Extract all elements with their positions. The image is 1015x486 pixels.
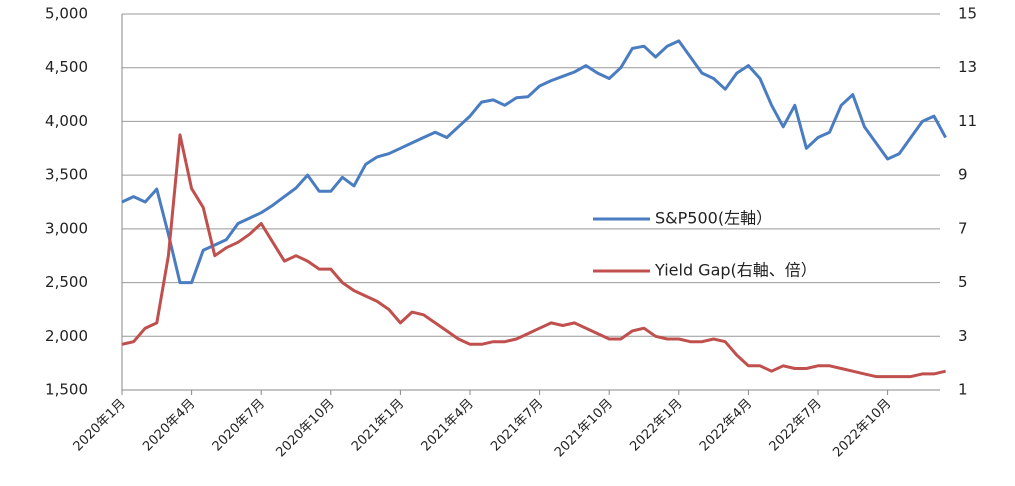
legend-label: Yield Gap(右軸、倍） <box>654 261 817 280</box>
y2-tick-label: 11 <box>958 112 977 130</box>
y-tick-label: 2,500 <box>45 273 88 291</box>
x-tick-label: 2022年7月 <box>767 396 825 454</box>
y-tick-label: 4,500 <box>45 58 88 76</box>
x-tick-label: 2022年4月 <box>697 396 755 454</box>
x-tick-label: 2020年1月 <box>71 396 129 454</box>
y2-tick-label: 13 <box>958 58 977 76</box>
y2-tick-label: 9 <box>958 166 968 184</box>
y2-tick-label: 1 <box>958 381 968 399</box>
y-tick-label: 5,000 <box>45 5 88 23</box>
x-tick-label: 2022年1月 <box>627 396 685 454</box>
x-tick-label: 2021年10月 <box>552 396 616 460</box>
x-tick-label: 2020年7月 <box>210 396 268 454</box>
x-tick-label: 2020年4月 <box>140 396 198 454</box>
series-line <box>121 133 946 379</box>
y-tick-label: 2,000 <box>45 327 88 345</box>
y-tick-label: 3,500 <box>45 166 88 184</box>
y2-tick-label: 7 <box>958 219 968 237</box>
x-tick-label: 2021年7月 <box>488 396 546 454</box>
legend-label: S&P500(左軸） <box>655 209 772 228</box>
series-line <box>121 39 947 285</box>
y-tick-label: 4,000 <box>45 112 88 130</box>
y2-tick-label: 5 <box>958 273 968 291</box>
x-tick-label: 2020年10月 <box>274 396 338 460</box>
y2-tick-label: 3 <box>958 327 968 345</box>
y-tick-label: 1,500 <box>45 381 88 399</box>
x-tick-label: 2021年4月 <box>419 396 477 454</box>
y2-tick-label: 15 <box>958 5 977 23</box>
x-tick-label: 2021年1月 <box>349 396 407 454</box>
y-tick-label: 3,000 <box>45 219 88 237</box>
x-tick-label: 2022年10月 <box>830 396 894 460</box>
